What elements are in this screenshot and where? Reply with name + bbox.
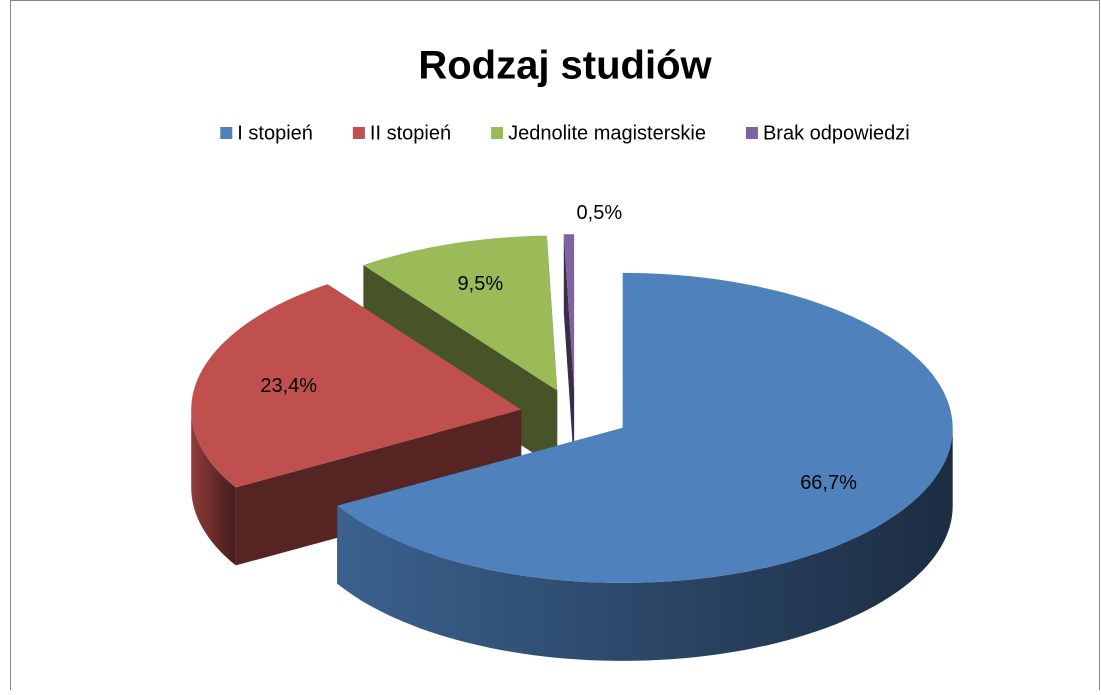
legend-swatch bbox=[220, 127, 233, 139]
slice-radial-side bbox=[235, 409, 522, 566]
data-label: 66,7% bbox=[800, 472, 857, 494]
legend-label: I stopień bbox=[237, 122, 313, 144]
chart-title: Rodzaj studiów bbox=[418, 44, 712, 88]
slice-outer-wall bbox=[337, 427, 953, 661]
pie-slice bbox=[363, 235, 558, 391]
legend-swatch bbox=[491, 127, 504, 139]
legend-label: Brak odpowiedzi bbox=[763, 122, 910, 144]
data-label: 9,5% bbox=[458, 273, 504, 295]
pie-slice bbox=[337, 272, 953, 583]
data-label: 23,4% bbox=[260, 375, 317, 397]
slice-radial-side bbox=[563, 234, 575, 468]
pie-tops bbox=[191, 234, 953, 583]
pie-slice bbox=[563, 234, 575, 390]
data-labels: 66,7% 23,4% 9,5% 0,5% bbox=[260, 202, 857, 494]
pie-slice bbox=[191, 284, 522, 488]
legend-label: II stopień bbox=[370, 122, 451, 144]
legend: I stopień II stopień Jednolite magisterski… bbox=[220, 122, 910, 144]
slice-outer-wall bbox=[191, 409, 236, 566]
legend-swatch bbox=[352, 127, 365, 139]
data-label: 0,5% bbox=[577, 202, 623, 224]
legend-label: Jednolite magisterskie bbox=[508, 122, 706, 144]
legend-swatch bbox=[745, 127, 758, 139]
